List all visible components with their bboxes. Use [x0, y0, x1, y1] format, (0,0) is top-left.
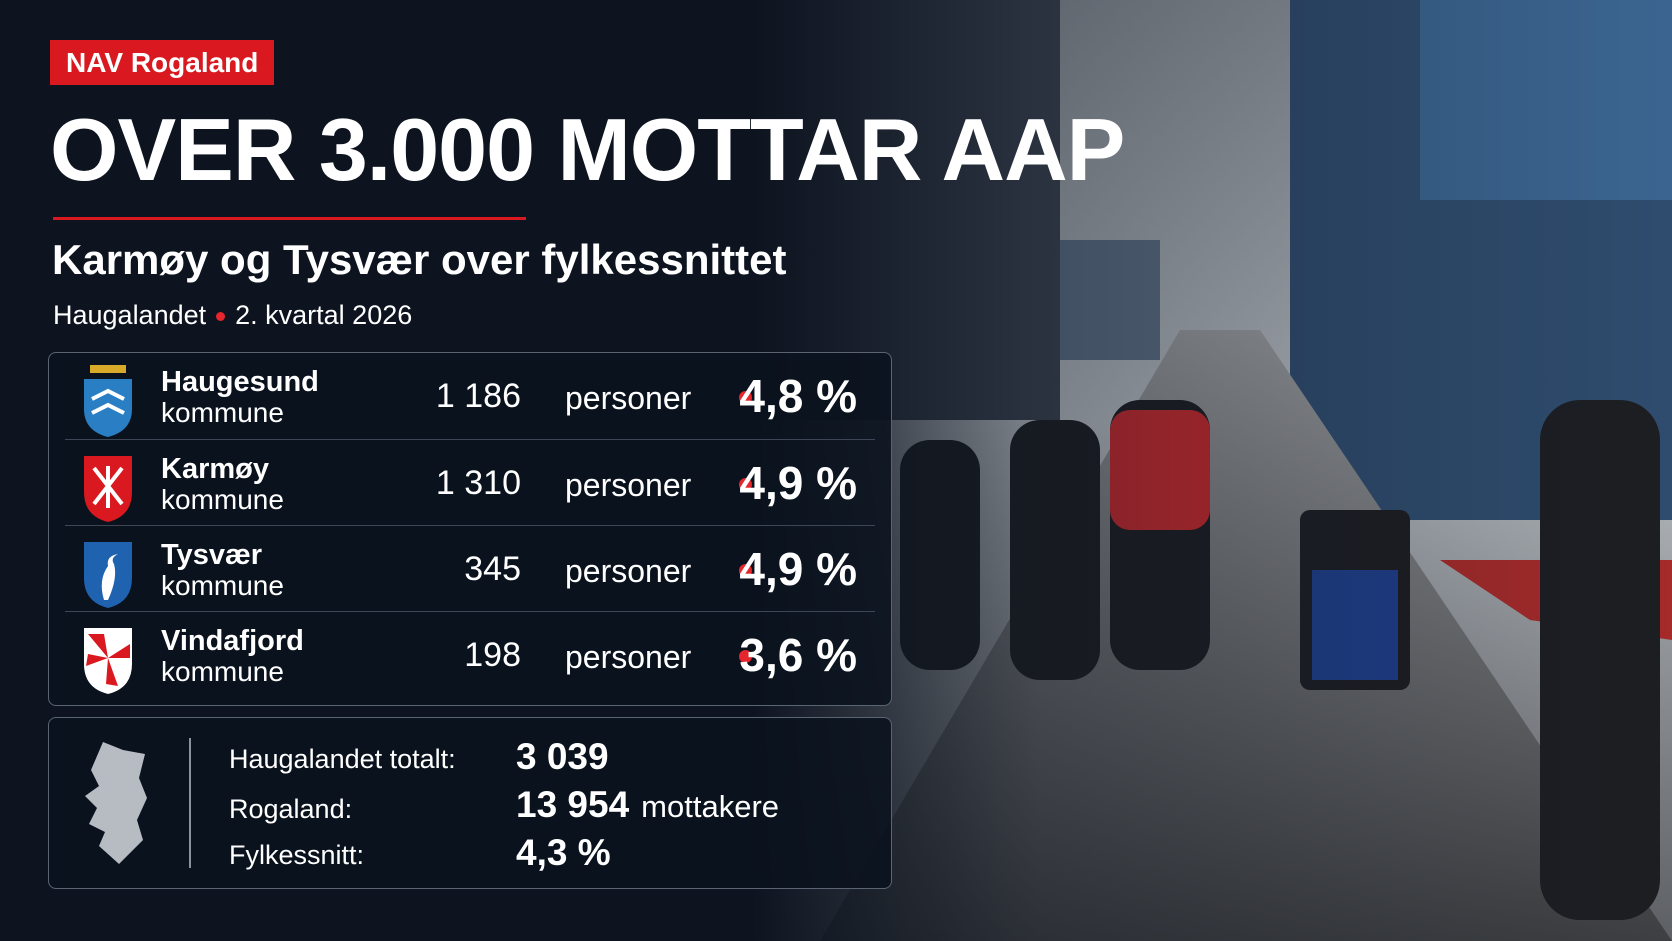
unit: personer: [565, 380, 692, 416]
summary-value: 3 039: [516, 736, 609, 777]
count: 1 310: [435, 464, 521, 502]
coat-of-arms: [84, 628, 132, 694]
headline: OVER 3.000 MOTTAR AAP: [50, 100, 1125, 199]
map-icon: [85, 742, 147, 864]
summary-box: Haugalandet totalt: 3 039 Rogaland: 13 9…: [48, 717, 892, 889]
count: 198: [464, 636, 521, 674]
row: Haugesund kommune 1 186 personer 4,8 %: [65, 353, 875, 439]
municipality-name: Vindafjord: [161, 625, 304, 657]
divider: [189, 738, 191, 868]
municipality-kind: kommune: [161, 656, 284, 687]
coat-of-arms: [84, 542, 132, 608]
row: Karmøy kommune 1 310 personer 4,9 %: [65, 439, 875, 526]
municipality-kind: kommune: [161, 397, 284, 428]
summary-label: Haugalandet totalt:: [229, 744, 456, 774]
municipality-name: Tysvær: [161, 539, 263, 571]
summary-unit: mottakere: [641, 789, 780, 824]
summary-label: Rogaland:: [229, 794, 353, 824]
coat-of-arms: [84, 365, 132, 437]
share: 4,9 %: [739, 543, 857, 595]
divider: [53, 217, 526, 220]
municipality-name: Haugesund: [161, 366, 319, 398]
badge: NAV Rogaland: [50, 40, 275, 85]
summary-value: 13 954: [516, 784, 630, 825]
coat-of-arms: [84, 456, 132, 522]
unit: personer: [565, 467, 692, 503]
region: Haugalandet: [53, 300, 207, 330]
unit: personer: [565, 639, 692, 675]
meta: Haugalandet 2. kvartal 2026: [53, 300, 412, 331]
bullet: [739, 391, 752, 404]
separator: [216, 312, 226, 322]
summary-label: Fylkessnitt:: [229, 840, 365, 870]
share: 4,8 %: [739, 370, 857, 422]
summary-value: 4,3 %: [516, 832, 611, 873]
share: 4,9 %: [739, 457, 857, 509]
municipality-name: Karmøy: [161, 453, 269, 485]
share: 3,6 %: [739, 629, 857, 681]
row: Vindafjord kommune 198 personer 3,6 %: [65, 611, 875, 698]
subtitle: Karmøy og Tysvær over fylkessnittet: [52, 236, 787, 283]
bullet: [739, 478, 752, 491]
period: 2. kvartal 2026: [235, 300, 413, 330]
bullet: [739, 564, 752, 577]
municipality-kind: kommune: [161, 570, 284, 601]
unit: personer: [565, 553, 692, 589]
municipality-table: Haugesund kommune 1 186 personer 4,8 % K…: [48, 352, 892, 706]
summary-value-line: 13 954 mottakere: [516, 784, 779, 826]
count: 345: [464, 550, 521, 588]
row: Tysvær kommune 345 personer 4,9 %: [65, 525, 875, 612]
count: 1 186: [435, 377, 521, 415]
bullet: [739, 650, 752, 663]
municipality-kind: kommune: [161, 484, 284, 515]
